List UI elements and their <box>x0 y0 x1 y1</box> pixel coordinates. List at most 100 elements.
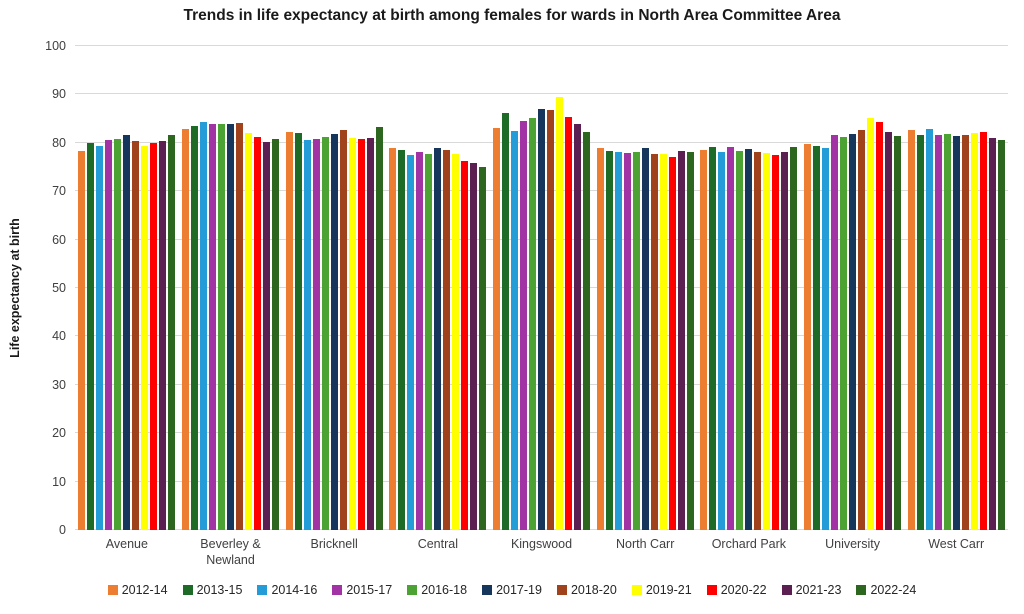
chart-bar <box>650 154 658 530</box>
y-tick-label: 80 <box>52 135 66 150</box>
legend-swatch-icon <box>781 585 792 595</box>
legend-swatch-icon <box>332 585 343 595</box>
legend-item: 2013-15 <box>182 583 243 597</box>
chart-bar <box>425 153 433 530</box>
chart-bar <box>677 151 685 530</box>
chart-bar <box>294 132 302 530</box>
chart-bar <box>366 137 374 530</box>
chart-bar <box>781 151 789 530</box>
chart-bar <box>943 134 951 530</box>
chart-bar <box>96 146 104 530</box>
chart-bar <box>227 123 234 530</box>
legend-swatch-icon <box>107 585 118 595</box>
legend-item: 2016-18 <box>407 583 467 597</box>
chart-bar <box>916 134 924 530</box>
legend-label: 2012-14 <box>121 583 168 597</box>
bar-group <box>386 46 490 530</box>
legend-label: 2021-23 <box>795 583 842 597</box>
chart-bar <box>330 133 338 530</box>
chart-bar <box>709 146 717 530</box>
chart-bar <box>565 117 573 530</box>
x-axis-label: Bricknell <box>310 537 358 551</box>
chart-bar <box>822 147 830 530</box>
legend-item: 2015-17 <box>332 583 392 597</box>
chart-bar <box>547 109 555 530</box>
chart-bar <box>831 135 839 530</box>
chart-bar <box>493 127 501 530</box>
y-tick-label: 90 <box>52 87 66 102</box>
gridline <box>75 45 1008 46</box>
chart-bar <box>312 139 320 530</box>
legend-label: 2013-15 <box>196 583 243 597</box>
chart-bar <box>263 142 270 530</box>
chart-bar <box>961 134 969 530</box>
chart-bar <box>952 135 960 530</box>
x-axis-label: North Carr <box>616 537 675 551</box>
y-tick-label: 70 <box>52 184 66 199</box>
legend-swatch-icon <box>482 585 493 595</box>
chart-bar <box>754 151 762 530</box>
chart-bar <box>245 132 252 530</box>
chart-bar <box>78 150 86 530</box>
x-axis-label: University <box>825 537 880 551</box>
chart-bar <box>641 148 649 530</box>
legend-swatch-icon <box>631 585 642 595</box>
chart-bar <box>614 152 622 530</box>
chart-bar <box>686 152 694 530</box>
legend-item: 2022-24 <box>856 583 916 597</box>
chart-bar <box>718 152 726 530</box>
chart-bar <box>790 146 798 530</box>
x-axis: Avenue Beverley & Newland Bricknell Central… <box>75 536 1008 569</box>
bar-group <box>904 46 1008 530</box>
y-tick-label: 10 <box>52 474 66 489</box>
chart-bar <box>529 118 537 530</box>
chart-bar <box>583 131 591 530</box>
y-tick-label: 50 <box>52 281 66 295</box>
chart-bar <box>398 149 406 530</box>
chart-bar <box>123 135 131 530</box>
chart-bar <box>556 96 564 530</box>
chart-bar <box>434 147 442 530</box>
chart-bar <box>150 142 158 530</box>
chart-bar <box>461 161 469 530</box>
chart-bar <box>885 131 893 530</box>
chart-bar <box>452 154 460 530</box>
chart-bar <box>979 131 987 530</box>
legend-item: 2019-21 <box>631 583 692 597</box>
bar-group <box>490 46 594 530</box>
legend-label: 2014-16 <box>271 583 318 597</box>
bar-group <box>801 46 905 530</box>
chart-bar <box>538 109 546 530</box>
chart-bar <box>736 151 744 530</box>
chart-bar <box>285 131 293 530</box>
chart-bar <box>87 143 95 530</box>
chart-bar <box>659 154 667 530</box>
legend-swatch-icon <box>407 585 418 595</box>
chart-bar <box>840 137 848 530</box>
legend-item: 2012-14 <box>107 583 168 597</box>
chart-bar <box>894 136 902 530</box>
chart-bar <box>191 126 198 530</box>
chart-bar <box>574 124 582 530</box>
legend-item: 2021-23 <box>781 583 842 597</box>
bar-groups-row <box>75 46 1008 530</box>
x-axis-label: Avenue <box>105 537 148 551</box>
chart-bar <box>348 138 356 530</box>
chart-bar <box>321 137 329 530</box>
gridline <box>75 93 1008 95</box>
chart-bar <box>970 133 978 530</box>
legend: 2012-14 2013-15 2014-16 2015-17 2016-18 2017-… <box>0 583 1024 597</box>
chart-bar <box>200 122 207 530</box>
chart-bar <box>772 154 780 530</box>
legend-item: 2017-19 <box>482 583 542 597</box>
chart-bar <box>763 152 771 530</box>
chart-bar <box>254 137 261 530</box>
bar-group <box>282 46 386 530</box>
chart-bar <box>623 153 631 530</box>
chart-bar <box>907 130 915 530</box>
chart-bar <box>272 138 279 530</box>
y-tick-label: 60 <box>52 232 66 247</box>
y-tick-label: 40 <box>52 329 66 344</box>
chart-bar <box>858 129 866 530</box>
chart-bar <box>132 140 140 530</box>
